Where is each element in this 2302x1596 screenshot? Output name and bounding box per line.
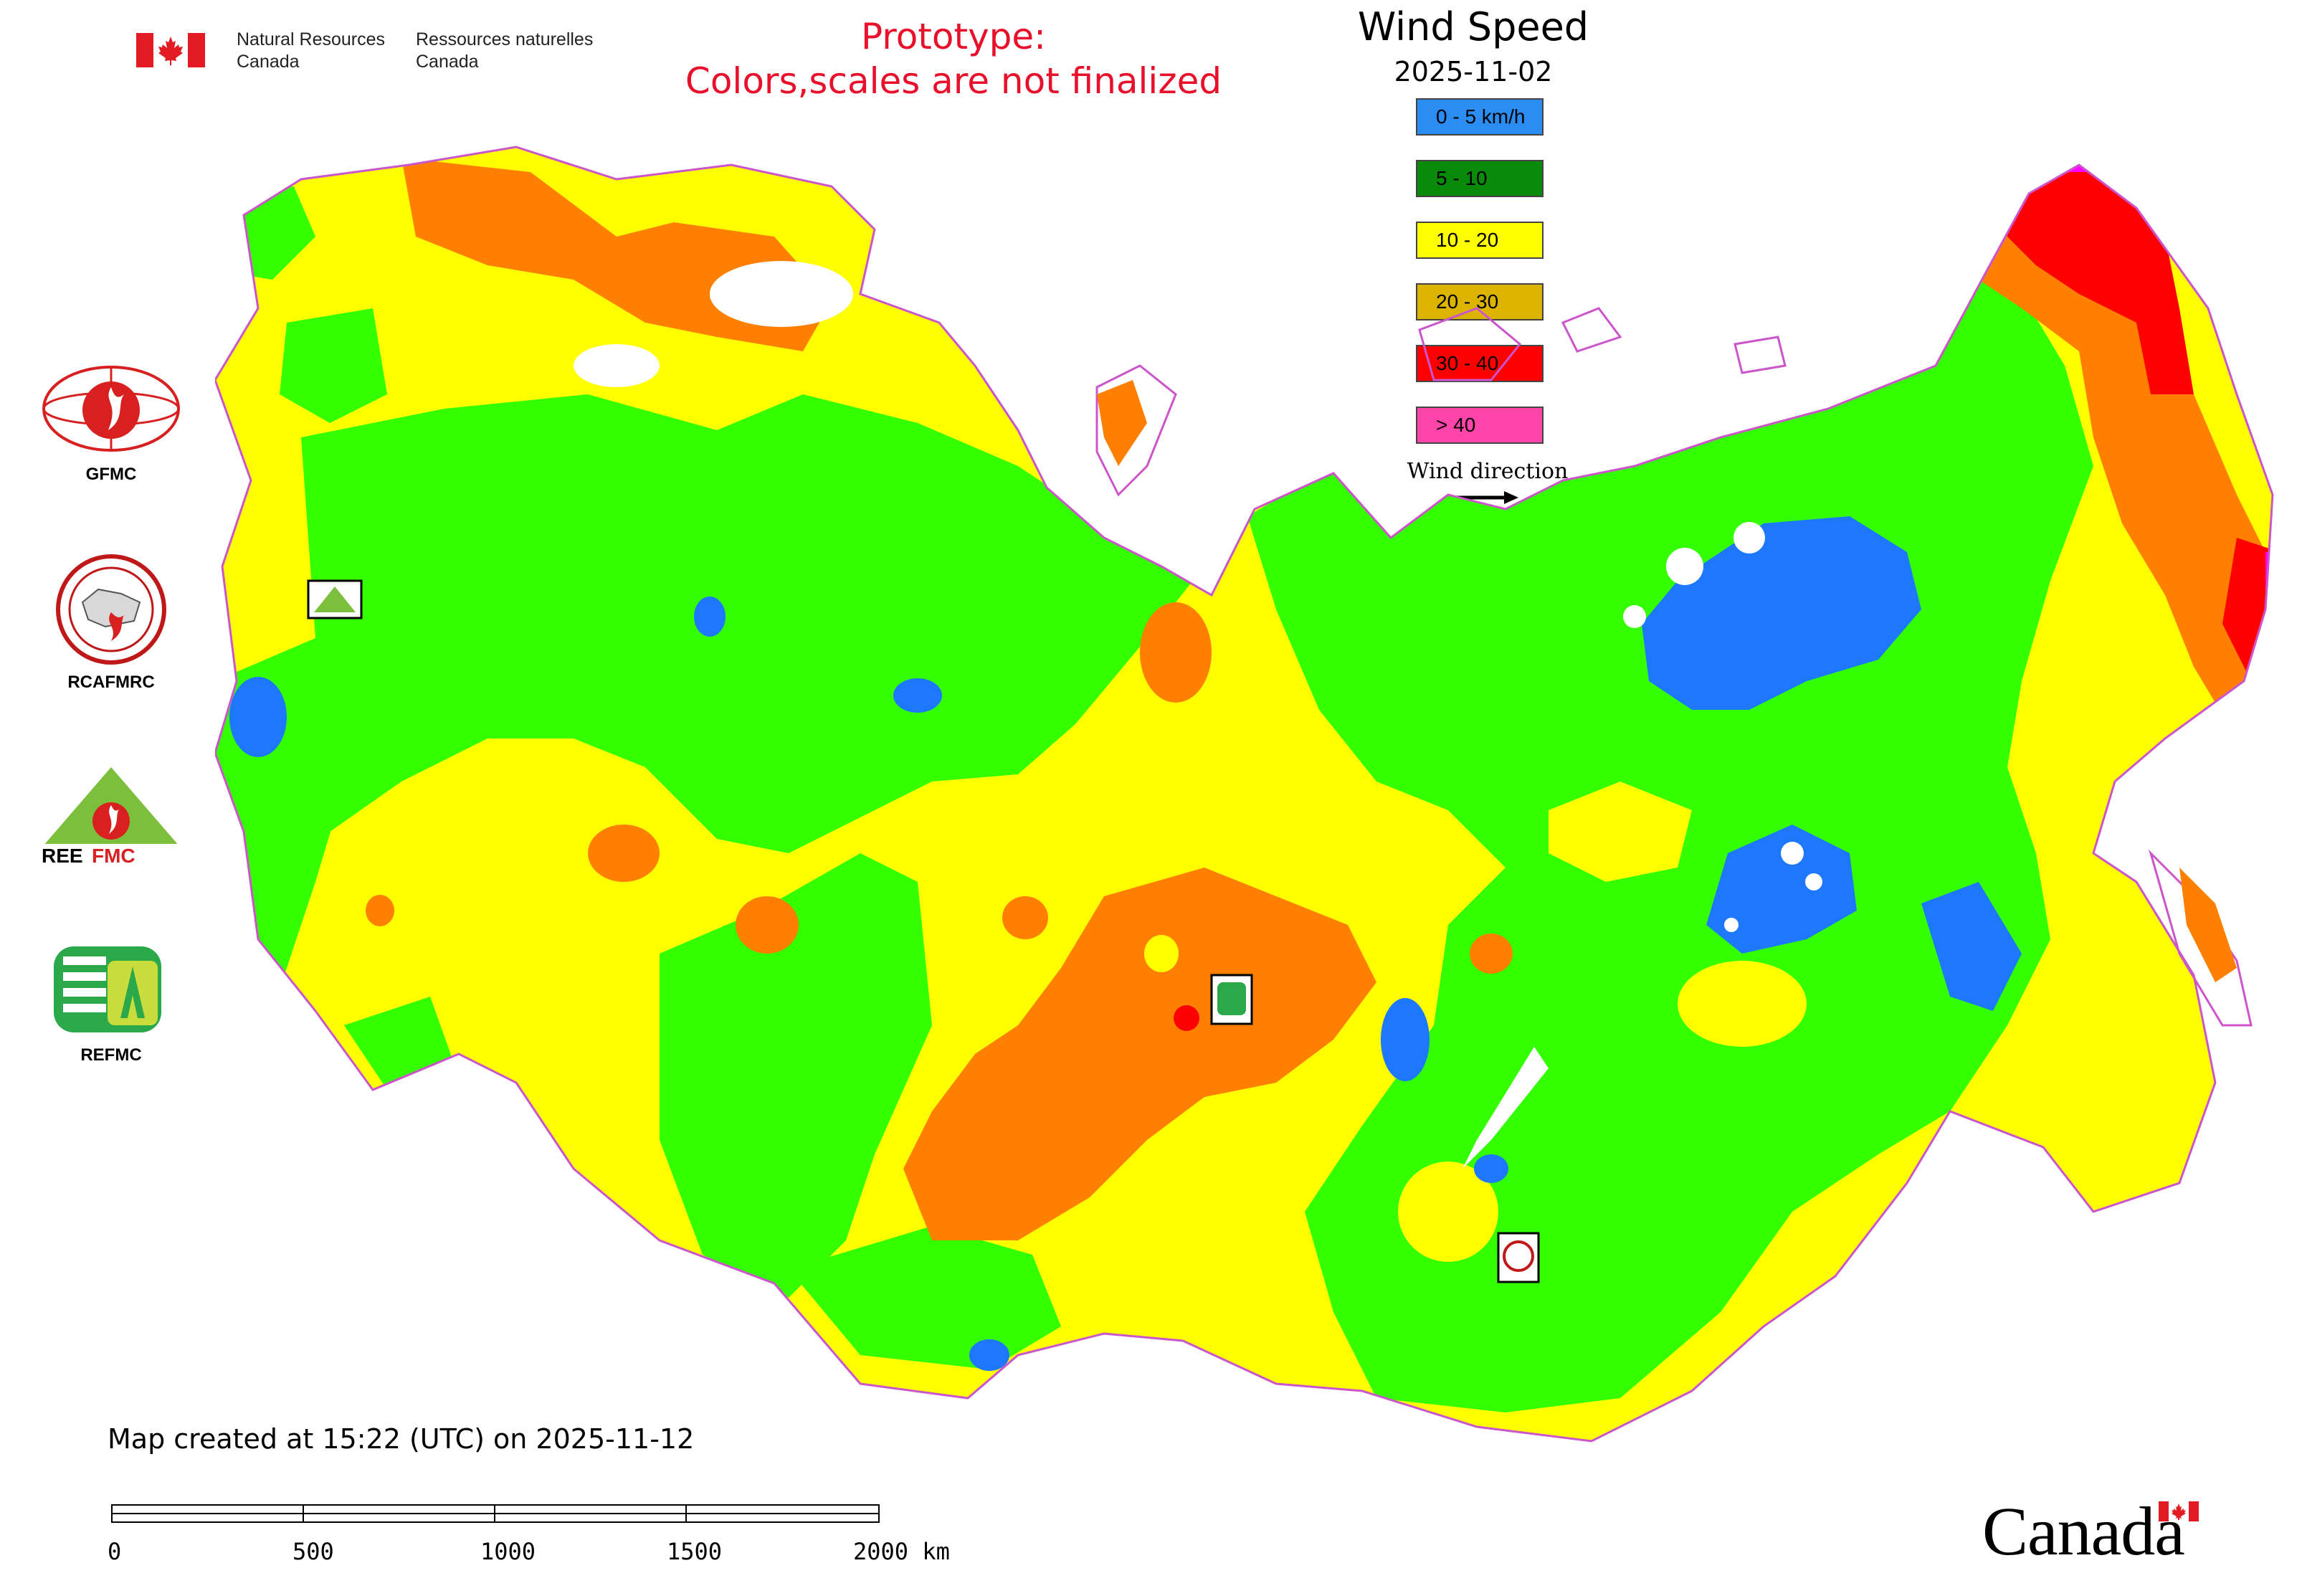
svg-text:FMC: FMC: [92, 845, 135, 864]
rcafmrc-caption: RCAFMRC: [67, 673, 155, 692]
nrcan-name-en: Natural Resources Canada: [237, 29, 386, 72]
canada-wordmark: Canada: [1982, 1491, 2219, 1569]
legend-item: > 40: [1416, 407, 1544, 444]
legend-title: Wind Speed: [1357, 4, 1589, 49]
legend-item: 20 - 30: [1416, 283, 1544, 320]
nrcan-signature: Natural Resources Canada Ressources natur…: [136, 29, 609, 79]
wordmark-flag-icon: [2159, 1501, 2199, 1521]
legend-item: 0 - 5 km/h: [1416, 98, 1544, 136]
nrcan-name-fr: Ressources naturelles Canada: [416, 29, 594, 72]
scale-tick-label: 1000: [480, 1538, 536, 1565]
svg-text:REE: REE: [42, 845, 83, 864]
rcafmrc-emblem-icon: [56, 554, 166, 665]
refmc-map-marker: [1210, 974, 1253, 1025]
wind-speed-map: [215, 146, 2274, 1443]
gfmc-logo: GFMC: [29, 358, 194, 485]
refmc-emblem-icon: [54, 946, 161, 1032]
reefmc-emblem-icon: REE FMC: [36, 767, 186, 867]
refmc-logo: REFMC: [29, 939, 194, 1065]
prototype-notice: Prototype: Colors,scales are not finaliz…: [685, 16, 1222, 102]
legend-date: 2025-11-02: [1394, 56, 1553, 87]
rcafmrc-logo: RCAFMRC: [29, 552, 194, 693]
reefmc-map-marker: [307, 579, 363, 619]
scale-tick-label: 1500: [667, 1538, 722, 1565]
scale-bar: 0 500 1000 1500 2000 km: [108, 1504, 950, 1565]
map-created-timestamp: Map created at 15:22 (UTC) on 2025-11-12: [108, 1423, 695, 1455]
wind-direction-label: Wind direction: [1407, 459, 1569, 484]
refmc-caption: REFMC: [80, 1045, 142, 1065]
legend-item: 5 - 10: [1416, 160, 1544, 197]
gfmc-emblem-icon: [42, 366, 180, 452]
legend-item: 30 - 40: [1416, 345, 1544, 382]
reefmc-logo: REE FMC: [29, 764, 194, 867]
scale-tick-label: 2000 km: [853, 1538, 950, 1565]
scale-tick-label: 0: [108, 1538, 121, 1565]
legend-item: 10 - 20: [1416, 222, 1544, 259]
rcafmrc-map-marker: [1497, 1232, 1540, 1283]
scale-tick-label: 500: [292, 1538, 334, 1565]
gfmc-caption: GFMC: [85, 465, 137, 484]
canada-flag-icon: [136, 33, 205, 67]
